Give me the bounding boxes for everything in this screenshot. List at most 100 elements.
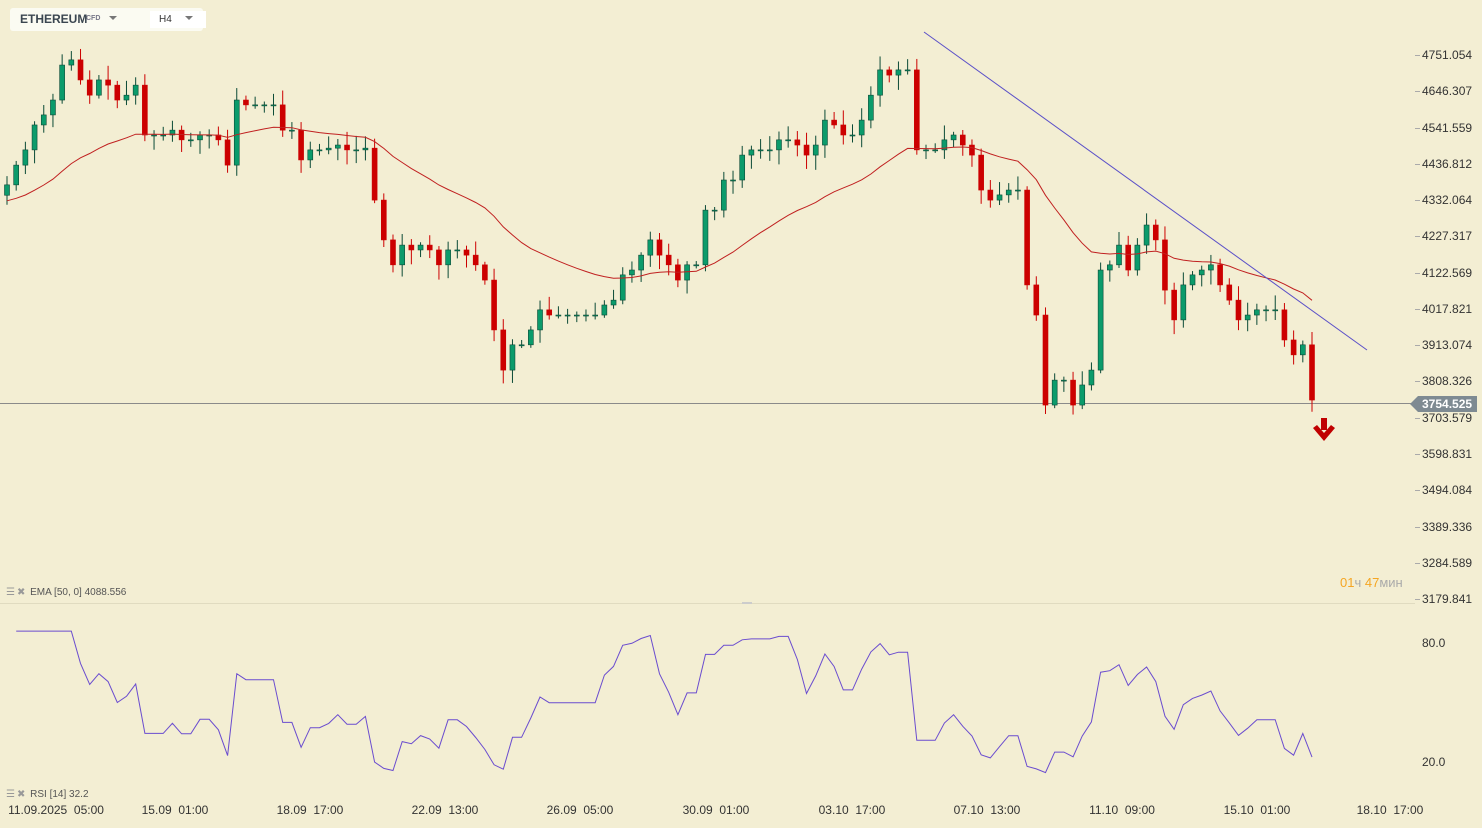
candle xyxy=(914,58,920,155)
candle xyxy=(638,252,644,282)
candle-body xyxy=(4,184,10,196)
candle-body xyxy=(472,254,479,266)
price-axis-label: 4332.064 xyxy=(1422,193,1473,208)
candle xyxy=(518,339,525,349)
candle xyxy=(1152,219,1159,251)
pane-divider[interactable] xyxy=(0,603,1415,604)
candle xyxy=(289,122,295,139)
candle-body xyxy=(831,119,837,126)
candle xyxy=(509,339,516,383)
trendline[interactable] xyxy=(923,31,1368,351)
pane-resize-handle[interactable] xyxy=(742,602,752,604)
candle-body xyxy=(1198,269,1205,276)
close-icon[interactable]: ✖ xyxy=(16,789,26,800)
price-axis-tick xyxy=(1415,526,1420,528)
candle-body xyxy=(959,134,966,146)
timeframe-selector[interactable]: H4 xyxy=(150,11,206,28)
rsi-legend: ☰ ✖ RSI [14] 32.2 xyxy=(6,789,89,800)
candle-body xyxy=(325,147,332,151)
candle xyxy=(59,54,65,104)
arrow-down-icon xyxy=(1313,418,1335,441)
candle xyxy=(4,176,10,205)
candle-body xyxy=(252,104,258,107)
candle-body xyxy=(40,114,47,126)
price-axis-tick xyxy=(1415,308,1420,310)
symbol-selector[interactable]: ETHEREUM CFD H4 xyxy=(10,8,206,31)
candle xyxy=(114,80,121,109)
candle-body xyxy=(1061,379,1067,382)
candle xyxy=(353,135,360,164)
candle xyxy=(344,131,350,165)
candle-body xyxy=(748,149,755,156)
rsi-line xyxy=(16,630,1313,774)
candle-body xyxy=(583,314,589,317)
candle-body xyxy=(1005,189,1012,196)
candle xyxy=(959,129,966,156)
candle-body xyxy=(298,129,304,161)
candle-body xyxy=(858,119,865,136)
candles xyxy=(4,48,1315,415)
candle-body xyxy=(693,264,700,267)
candle-body xyxy=(564,314,571,317)
candle-body xyxy=(1070,379,1076,406)
price-axis-label: 4227.317 xyxy=(1422,229,1473,244)
candle-body xyxy=(96,79,102,96)
time-axis-label: 15.09 01:00 xyxy=(141,803,209,817)
candle-body xyxy=(739,154,746,181)
candle-body xyxy=(1281,309,1288,341)
candle-body xyxy=(730,179,736,182)
candle xyxy=(923,144,929,160)
candle-body xyxy=(335,144,341,149)
candle xyxy=(776,131,782,165)
candle-body xyxy=(610,299,617,306)
candle xyxy=(380,193,387,248)
candle-body xyxy=(518,344,525,347)
candle-body xyxy=(233,99,240,166)
price-axis-label: 3913.074 xyxy=(1422,338,1473,353)
timeframe-label: H4 xyxy=(159,14,172,25)
candle-body xyxy=(426,244,433,251)
candle xyxy=(1015,176,1021,200)
candle xyxy=(831,112,837,129)
candle xyxy=(803,132,810,169)
candle xyxy=(537,300,543,343)
menu-icon[interactable]: ☰ xyxy=(6,789,15,800)
candle xyxy=(868,86,874,129)
candle-body xyxy=(895,69,902,76)
candle-body xyxy=(31,124,38,151)
price-axis-label: 3389.336 xyxy=(1422,519,1473,534)
candle xyxy=(77,48,84,85)
candle-body xyxy=(289,129,295,132)
candle-body xyxy=(500,329,507,371)
candle-body xyxy=(1088,369,1095,386)
candle-body xyxy=(59,64,65,101)
candle xyxy=(1042,307,1049,415)
candle-body xyxy=(766,149,773,152)
candle xyxy=(969,139,975,167)
candle xyxy=(123,80,130,106)
candle-body xyxy=(482,264,488,281)
menu-icon[interactable]: ☰ xyxy=(6,587,15,598)
current-price-tag: 3754.525 xyxy=(1409,396,1478,412)
candle-body xyxy=(1024,189,1030,286)
candle-body xyxy=(445,249,451,266)
candle xyxy=(1061,376,1067,392)
candle xyxy=(610,289,617,309)
candle xyxy=(243,95,249,111)
candle xyxy=(31,121,38,164)
candle xyxy=(1235,286,1242,331)
candle xyxy=(583,309,589,322)
candle-body xyxy=(656,239,663,256)
candle xyxy=(785,126,791,148)
candle xyxy=(904,59,911,75)
candle xyxy=(573,311,580,323)
candle xyxy=(86,70,93,104)
candle xyxy=(151,130,157,150)
price-axis-label: 4751.054 xyxy=(1422,48,1473,62)
close-icon[interactable]: ✖ xyxy=(16,587,26,598)
candle xyxy=(932,143,939,153)
candle-body xyxy=(197,134,203,141)
candle xyxy=(840,110,847,145)
chevron-down-icon xyxy=(109,16,117,20)
